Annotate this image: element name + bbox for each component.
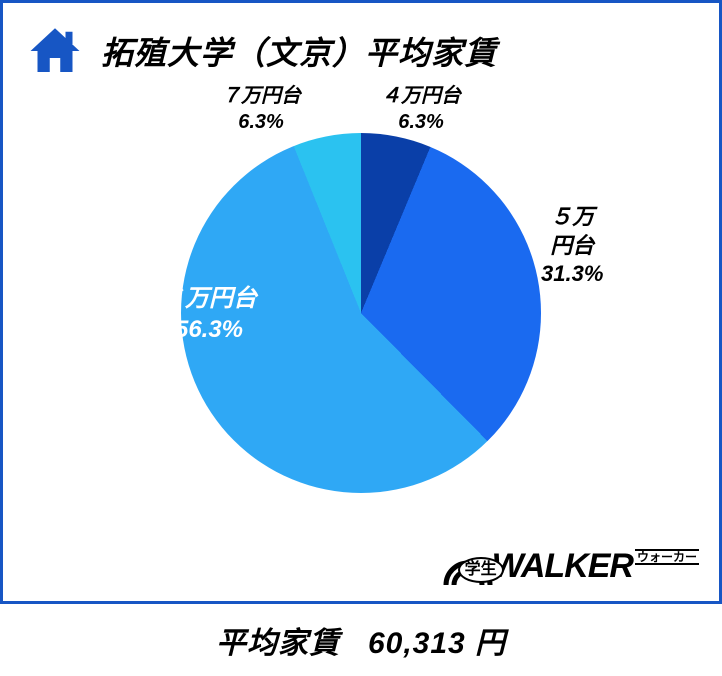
house-icon: [27, 23, 83, 79]
slice-label-2: ６万円台56.3%: [161, 283, 257, 345]
chart-card: 拓殖大学（文京）平均家賃 ４万円台6.3%５万円台31.3%６万円台56.3%７…: [0, 0, 722, 604]
footer-value: 60,313 円: [368, 618, 506, 662]
slice-pct: 56.3%: [161, 314, 257, 345]
slice-name: ５万円台: [541, 203, 603, 260]
page-title: 拓殖大学（文京）平均家賃: [101, 28, 497, 74]
slice-label-1: ５万円台31.3%: [541, 203, 603, 289]
slice-pct: 31.3%: [541, 260, 603, 289]
logo-walker-text: WALKER: [492, 547, 633, 586]
logo-ruby-text: ウォーカー: [635, 549, 699, 565]
slice-pct: 6.3%: [221, 109, 301, 135]
slice-name: ７万円台: [221, 83, 301, 109]
slice-name: ４万円台: [381, 83, 461, 109]
pie-chart: ４万円台6.3%５万円台31.3%６万円台56.3%７万円台6.3%: [181, 133, 541, 493]
slice-name: ６万円台: [161, 283, 257, 314]
brand-logo: 学生 WALKER ウォーカー: [440, 545, 699, 587]
logo-gakusei-text: 学生: [458, 557, 504, 583]
header: 拓殖大学（文京）平均家賃: [3, 3, 719, 79]
slice-pct: 6.3%: [381, 109, 461, 135]
footer-label: 平均家賃: [216, 618, 340, 662]
slice-label-3: ７万円台6.3%: [221, 83, 301, 135]
slice-label-0: ４万円台6.3%: [381, 83, 461, 135]
footer-summary: 平均家賃 60,313 円: [0, 604, 722, 676]
